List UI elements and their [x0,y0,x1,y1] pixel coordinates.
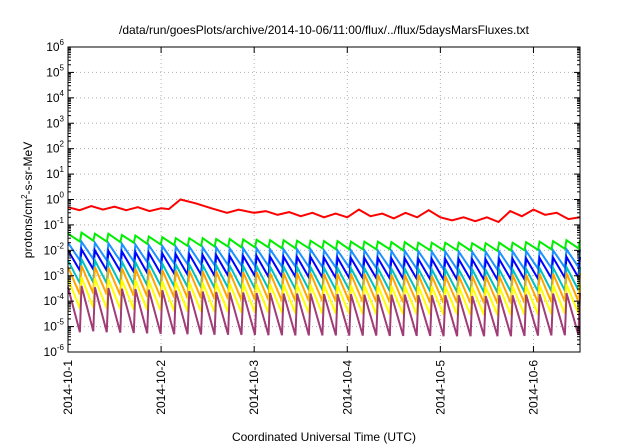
y-tick-label: 10-6 [44,343,65,359]
y-axis-label-base: protons/cm [21,199,35,258]
y-tick-label: 104 [46,89,64,105]
y-tick-label: 10-5 [44,318,65,334]
y-tick-label-exp: -2 [57,241,65,250]
y-tick-label: 10-2 [44,241,65,257]
y-tick-label-exp: 6 [60,38,65,47]
y-tick-label-exp: 1 [60,165,65,174]
x-tick-label: 2014-10-5 [433,360,447,415]
y-tick-label-base: 10 [46,65,60,79]
x-tick-label: 2014-10-1 [61,360,75,415]
y-tick-label-base: 10 [46,142,60,156]
y-axis-label: protons/cm2-s-sr-MeV [20,142,35,258]
y-tick-label-exp: -1 [57,216,65,225]
y-tick-label-exp: 3 [60,114,65,123]
x-tick-labels: 2014-10-1 2014-10-2 2014-10-3 2014-10-4 2014… [61,360,540,415]
y-tick-label-base: 10 [44,243,58,257]
y-axis-label-sup: 2 [20,194,29,199]
x-tick-label: 2014-10-2 [154,360,168,415]
y-tick-label-exp: -6 [57,343,65,352]
y-tick-label: 105 [46,63,64,79]
y-tick-label-exp: 0 [60,191,65,200]
y-tick-label: 10-1 [44,216,65,232]
chart-title: /data/run/goesPlots/archive/2014-10-06/1… [119,23,530,37]
x-tick-label: 2014-10-4 [340,360,354,415]
y-tick-label: 10-3 [44,267,65,283]
x-axis-label: Coordinated Universal Time (UTC) [232,430,416,444]
series-line-8 [67,285,581,337]
y-tick-label-base: 10 [44,218,58,232]
y-tick-label-base: 10 [46,193,60,207]
y-axis-label-rest: -s-sr-MeV [21,142,35,195]
y-tick-label-base: 10 [46,91,60,105]
y-tick-label-exp: 2 [60,140,65,149]
x-tick-label: 2014-10-3 [247,360,261,415]
y-tick-label-base: 10 [44,345,58,359]
y-tick-label: 102 [46,140,64,156]
axis-ticks [67,46,580,353]
y-tick-labels: 10610510410310210110010-110-210-310-410-… [44,38,65,359]
y-tick-label: 10-4 [44,292,65,308]
y-tick-label-exp: -4 [57,292,65,301]
y-tick-label-base: 10 [44,269,58,283]
y-tick-label-base: 10 [44,294,58,308]
y-tick-label-exp: -5 [57,318,65,327]
series-group [67,198,581,337]
y-tick-label-base: 10 [46,116,60,130]
y-tick-label-base: 10 [44,320,58,334]
y-tick-label-exp: -3 [57,267,65,276]
y-tick-label-base: 10 [46,40,60,54]
y-tick-label-exp: 4 [60,89,65,98]
x-tick-label: 2014-10-6 [526,360,540,415]
y-tick-label: 101 [46,165,64,181]
y-tick-label-exp: 5 [60,63,65,72]
y-tick-label: 103 [46,114,64,130]
series-line-1 [67,198,581,224]
series-line-2 [67,230,581,253]
y-tick-label: 106 [46,38,64,54]
y-tick-label: 100 [46,191,64,207]
y-tick-label-base: 10 [46,167,60,181]
